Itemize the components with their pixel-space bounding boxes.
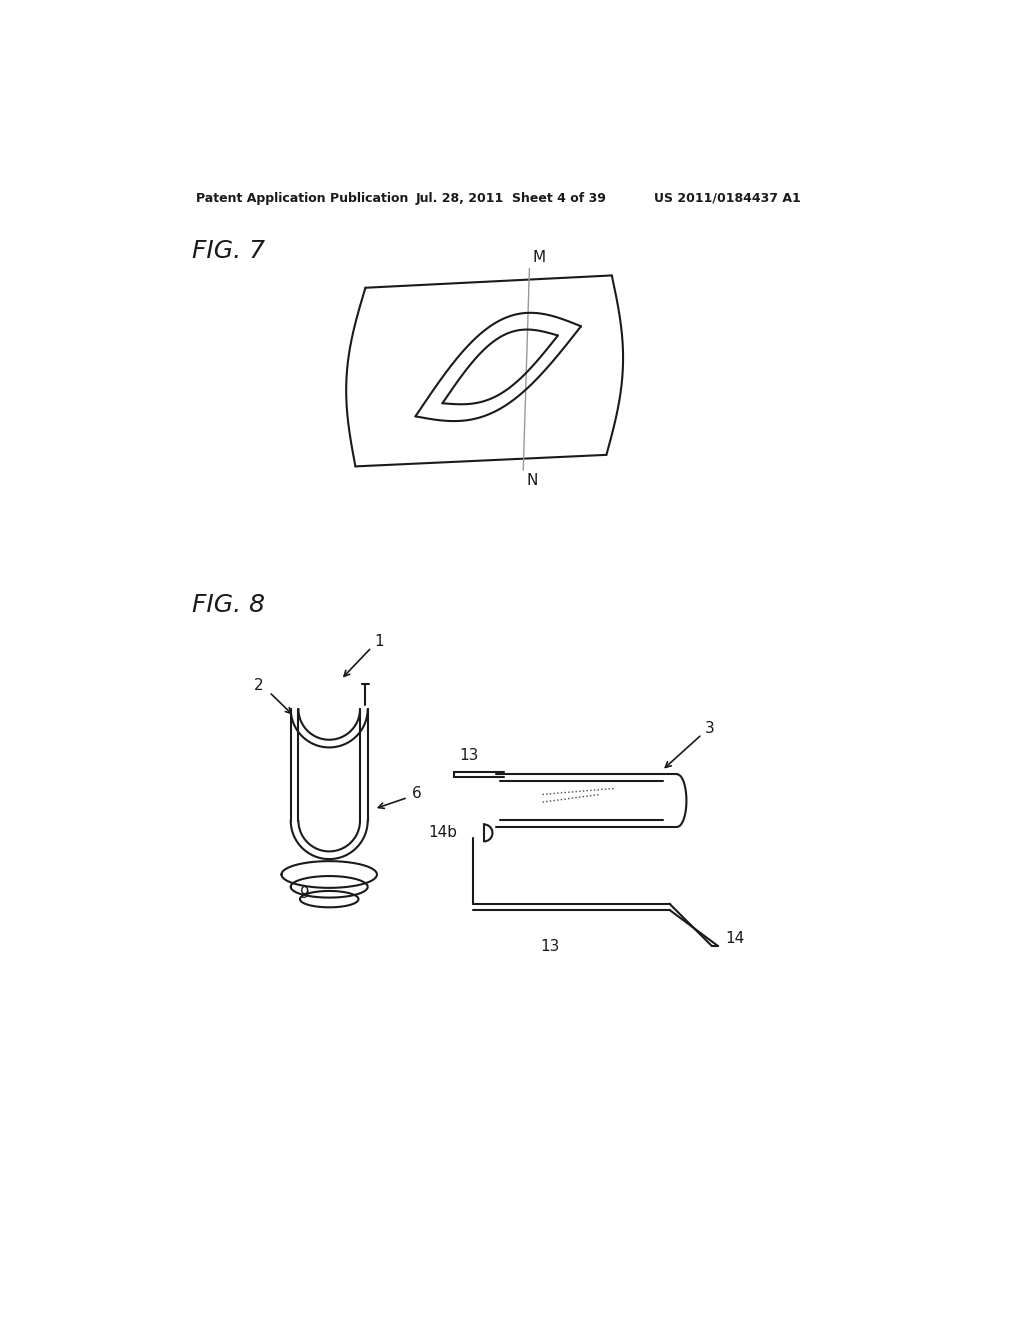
- Text: Patent Application Publication: Patent Application Publication: [196, 191, 409, 205]
- Text: 9: 9: [300, 886, 310, 902]
- Text: 14b: 14b: [428, 825, 457, 841]
- Text: FIG. 7: FIG. 7: [193, 239, 265, 263]
- Text: 6: 6: [412, 787, 421, 801]
- Text: M: M: [532, 249, 546, 264]
- Text: 3: 3: [705, 721, 715, 735]
- Text: FIG. 8: FIG. 8: [193, 593, 265, 616]
- Text: US 2011/0184437 A1: US 2011/0184437 A1: [654, 191, 801, 205]
- Text: 14: 14: [726, 931, 745, 946]
- Text: 13: 13: [541, 939, 560, 953]
- Text: 1: 1: [374, 634, 384, 648]
- Text: Jul. 28, 2011  Sheet 4 of 39: Jul. 28, 2011 Sheet 4 of 39: [416, 191, 606, 205]
- Text: 2: 2: [254, 678, 264, 693]
- Text: 13: 13: [460, 747, 479, 763]
- Text: N: N: [526, 473, 538, 487]
